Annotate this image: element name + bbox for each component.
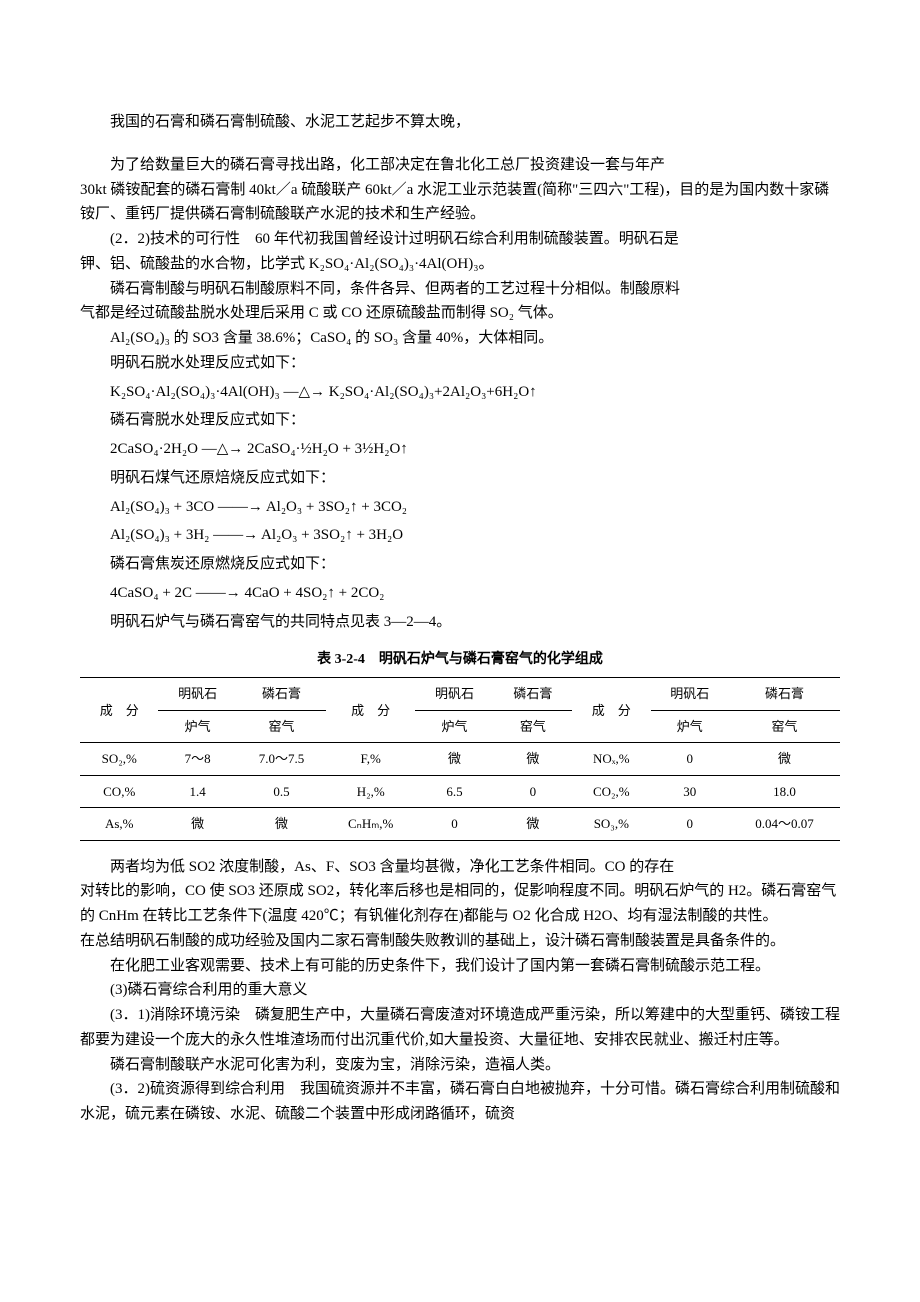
table-cell: 18.0 — [729, 775, 840, 807]
table-header: 炉气 — [158, 710, 236, 742]
table-cell: 6.5 — [415, 775, 493, 807]
paragraph: Al₂(SO₄)₃ 的 SO3 含量 38.6%；CaSO₄ 的 SO₃ 含量 … — [80, 326, 840, 351]
paragraph: 在总结明矾石制酸的成功经验及国内二家石膏制酸失败教训的基础上，设汁磷石膏制酸装置… — [80, 929, 840, 954]
paragraph: (3．1)消除环境污染 磷复肥生产中，大量磷石膏废渣对环境造成严重污染，所以筹建… — [80, 1003, 840, 1053]
table-cell: 微 — [729, 743, 840, 775]
table-header: 成 分 — [572, 678, 650, 743]
table-row: CO,% 1.4 0.5 H₂,% 6.5 0 CO₂,% 30 18.0 — [80, 775, 840, 807]
table-cell: 微 — [494, 743, 572, 775]
table-cell: 微 — [158, 808, 236, 840]
paragraph: 对转比的影响，CO 使 SO3 还原成 SO2，转化率后移也是相同的，促影响程度… — [80, 879, 840, 929]
table-cell: F,% — [326, 743, 415, 775]
table-header: 成 分 — [80, 678, 158, 743]
table-cell: 微 — [415, 743, 493, 775]
table-cell: NOₓ,% — [572, 743, 650, 775]
paragraph: 磷石膏焦炭还原燃烧反应式如下： — [80, 552, 840, 577]
paragraph: 我国的石膏和磷石膏制硫酸、水泥工艺起步不算太晚， — [80, 110, 840, 135]
table-cell: As,% — [80, 808, 158, 840]
table-cell: 30 — [651, 775, 729, 807]
paragraph: 磷石膏制酸联产水泥可化害为利，变废为宝，消除污染，造福人类。 — [80, 1053, 840, 1078]
table-header: 窑气 — [237, 710, 326, 742]
table-header: 成 分 — [326, 678, 415, 743]
table-header: 窑气 — [729, 710, 840, 742]
table-header: 明矾石 — [158, 678, 236, 710]
table-header: 明矾石 — [651, 678, 729, 710]
table-cell: 微 — [237, 808, 326, 840]
table-cell: CₙHₘ,% — [326, 808, 415, 840]
paragraph: (2．2)技术的可行性 60 年代初我国曾经设计过明矾石综合利用制硫酸装置。明矾… — [80, 227, 840, 252]
paragraph: 在化肥工业客观需要、技术上有可能的历史条件下，我们设计了国内第一套磷石膏制硫酸示… — [80, 954, 840, 979]
table-row: SO₂,% 7～8 7.0～7.5 F,% 微 微 NOₓ,% 0 微 — [80, 743, 840, 775]
paragraph: 气都是经过硫酸盐脱水处理后采用 C 或 CO 还原硫酸盐而制得 SO₂ 气体。 — [80, 301, 840, 326]
paragraph: 为了给数量巨大的磷石膏寻找出路，化工部决定在鲁北化工总厂投资建设一套与年产 — [80, 153, 840, 178]
table-cell: 0 — [415, 808, 493, 840]
paragraph: 明矾石煤气还原焙烧反应式如下： — [80, 466, 840, 491]
table-header: 炉气 — [651, 710, 729, 742]
table-cell: SO₂,% — [80, 743, 158, 775]
table-cell: 7.0～7.5 — [237, 743, 326, 775]
composition-table: 成 分 明矾石 磷石膏 成 分 明矾石 磷石膏 成 分 明矾石 磷石膏 炉气 窑… — [80, 677, 840, 840]
table-cell: 0 — [494, 775, 572, 807]
equation: Al₂(SO₄)₃ + 3CO ——→ Al₂O₃ + 3SO₂↑ + 3CO₂ — [80, 495, 840, 520]
equation: K₂SO₄·Al₂(SO₄)₃·4Al(OH)₃ —△→ K₂SO₄·Al₂(S… — [80, 380, 840, 405]
table-cell: 0 — [651, 808, 729, 840]
paragraph: (3)磷石膏综合利用的重大意义 — [80, 978, 840, 1003]
table-cell: CO₂,% — [572, 775, 650, 807]
table-cell: 7～8 — [158, 743, 236, 775]
document-page: 我国的石膏和磷石膏制硫酸、水泥工艺起步不算太晚， 为了给数量巨大的磷石膏寻找出路… — [0, 0, 920, 1187]
table-header: 炉气 — [415, 710, 493, 742]
table-header: 明矾石 — [415, 678, 493, 710]
paragraph: 磷石膏脱水处理反应式如下： — [80, 408, 840, 433]
table-header: 磷石膏 — [237, 678, 326, 710]
table-title: 表 3-2-4 明矾石炉气与磷石膏窑气的化学组成 — [80, 648, 840, 671]
paragraph: 两者均为低 SO2 浓度制酸，As、F、SO3 含量均甚微，净化工艺条件相同。C… — [80, 855, 840, 880]
table-cell: CO,% — [80, 775, 158, 807]
paragraph: 磷石膏制酸与明矾石制酸原料不同，条件各异、但两者的工艺过程十分相似。制酸原料 — [80, 277, 840, 302]
paragraph: (3．2)硫资源得到综合利用 我国硫资源并不丰富，磷石膏白白地被抛弃，十分可惜。… — [80, 1077, 840, 1127]
table-cell: 0.04～0.07 — [729, 808, 840, 840]
table-header: 窑气 — [494, 710, 572, 742]
paragraph: 30kt 磷铵配套的磷石膏制 40kt／a 硫酸联产 60kt／a 水泥工业示范… — [80, 178, 840, 228]
table-header: 磷石膏 — [729, 678, 840, 710]
paragraph: 明矾石脱水处理反应式如下： — [80, 351, 840, 376]
table-row: As,% 微 微 CₙHₘ,% 0 微 SO₃,% 0 0.04～0.07 — [80, 808, 840, 840]
equation: 4CaSO₄ + 2C ——→ 4CaO + 4SO₂↑ + 2CO₂ — [80, 581, 840, 606]
equation: 2CaSO₄·2H₂O —△→ 2CaSO₄·½H₂O + 3½H₂O↑ — [80, 437, 840, 462]
table-cell: 微 — [494, 808, 572, 840]
table-cell: H₂,% — [326, 775, 415, 807]
paragraph: 明矾石炉气与磷石膏窑气的共同特点见表 3—2—4。 — [80, 610, 840, 635]
paragraph: 钾、铝、硫酸盐的水合物，比学式 K₂SO₄·Al₂(SO₄)₃·4Al(OH)₃… — [80, 252, 840, 277]
table-cell: 0 — [651, 743, 729, 775]
table-cell: 0.5 — [237, 775, 326, 807]
equation: Al₂(SO₄)₃ + 3H₂ ——→ Al₂O₃ + 3SO₂↑ + 3H₂O — [80, 523, 840, 548]
table-header: 磷石膏 — [494, 678, 572, 710]
table-cell: SO₃,% — [572, 808, 650, 840]
table-cell: 1.4 — [158, 775, 236, 807]
spacer — [80, 135, 840, 153]
